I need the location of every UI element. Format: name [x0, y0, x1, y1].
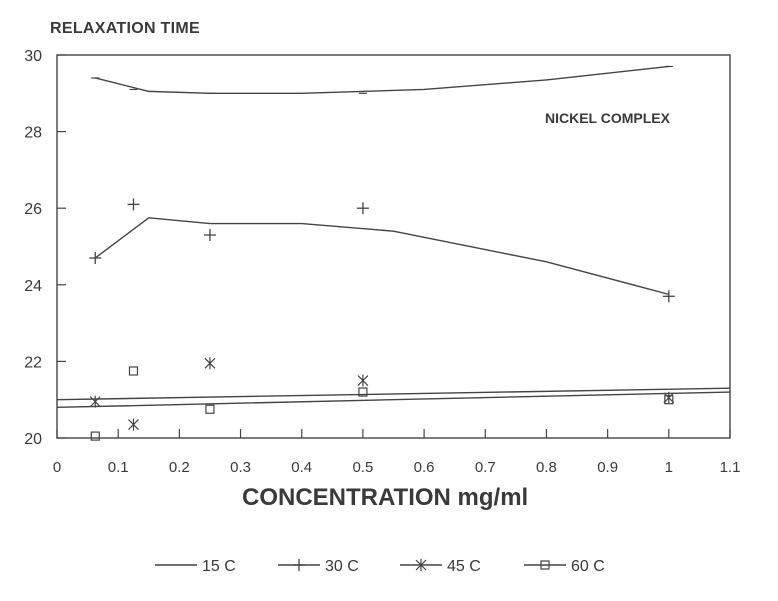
data-point: [204, 357, 216, 370]
data-point: [89, 251, 102, 264]
chart-annotation: NICKEL COMPLEX: [545, 110, 670, 126]
legend-item: 45 C: [400, 558, 481, 575]
y-tick-label: 26: [24, 201, 42, 218]
data-point: [128, 418, 139, 431]
legend: 15 C 30 C 45 C 60 C: [155, 558, 605, 575]
series-4: [56, 366, 731, 441]
data-point: [205, 404, 215, 414]
x-tick-label: 0.6: [414, 459, 435, 476]
x-tick-label: 1.1: [720, 459, 741, 476]
data-point: [89, 395, 101, 408]
series-line: [94, 217, 669, 296]
x-tick-label: 1: [665, 459, 673, 476]
x-tick-label: 0: [53, 459, 61, 476]
x-tick-label: 0.9: [597, 459, 618, 476]
axis-ticks: 0 0.1 0.2 0.3 0.4 0.5 0.6 0.7 0.8 0.9 1 1.1 20 22 24 26…: [24, 48, 740, 476]
data-point: [127, 198, 140, 211]
legend-label: 30 C: [325, 558, 359, 575]
x-tick-label: 0.3: [230, 459, 251, 476]
legend-marker: [293, 559, 305, 571]
y-tick-label: 24: [24, 278, 42, 295]
data-point: [358, 387, 368, 397]
x-tick-label: 0.8: [536, 459, 557, 476]
x-tick-label: 0.4: [291, 459, 312, 476]
series-line: [95, 65, 669, 95]
series-line: [56, 391, 731, 409]
x-tick-label: 0.1: [108, 459, 129, 476]
legend-label: 15 C: [202, 558, 236, 575]
legend-marker: [415, 559, 427, 571]
legend-label: 60 C: [571, 558, 605, 575]
series-line: [56, 387, 731, 401]
legend-item: 15 C: [155, 558, 236, 575]
series-3: [56, 357, 731, 431]
legend-item: 60 C: [524, 558, 605, 575]
legend-item: 30 C: [278, 558, 359, 575]
x-tick-label: 0.5: [352, 459, 373, 476]
data-point: [203, 229, 216, 242]
y-axis-title: RELAXATION TIME: [50, 20, 200, 37]
legend-marker: [540, 560, 550, 570]
x-axis-title: CONCENTRATION mg/ml: [242, 484, 529, 511]
data-point: [128, 366, 139, 376]
x-tick-label: 0.7: [475, 459, 496, 476]
y-tick-label: 22: [24, 354, 42, 371]
y-tick-label: 30: [24, 48, 42, 65]
series-2: [89, 198, 675, 303]
series-1: [91, 65, 673, 95]
data-point: [664, 395, 674, 405]
data-point: [357, 374, 369, 387]
data-point: [662, 290, 675, 303]
data-point: [90, 431, 100, 441]
data-point: [356, 202, 369, 215]
plot-frame: [56, 54, 731, 439]
x-tick-label: 0.2: [169, 459, 190, 476]
legend-label: 45 C: [447, 558, 481, 575]
y-tick-label: 28: [24, 125, 42, 142]
series-layer: [56, 65, 731, 441]
y-tick-label: 20: [24, 431, 42, 448]
